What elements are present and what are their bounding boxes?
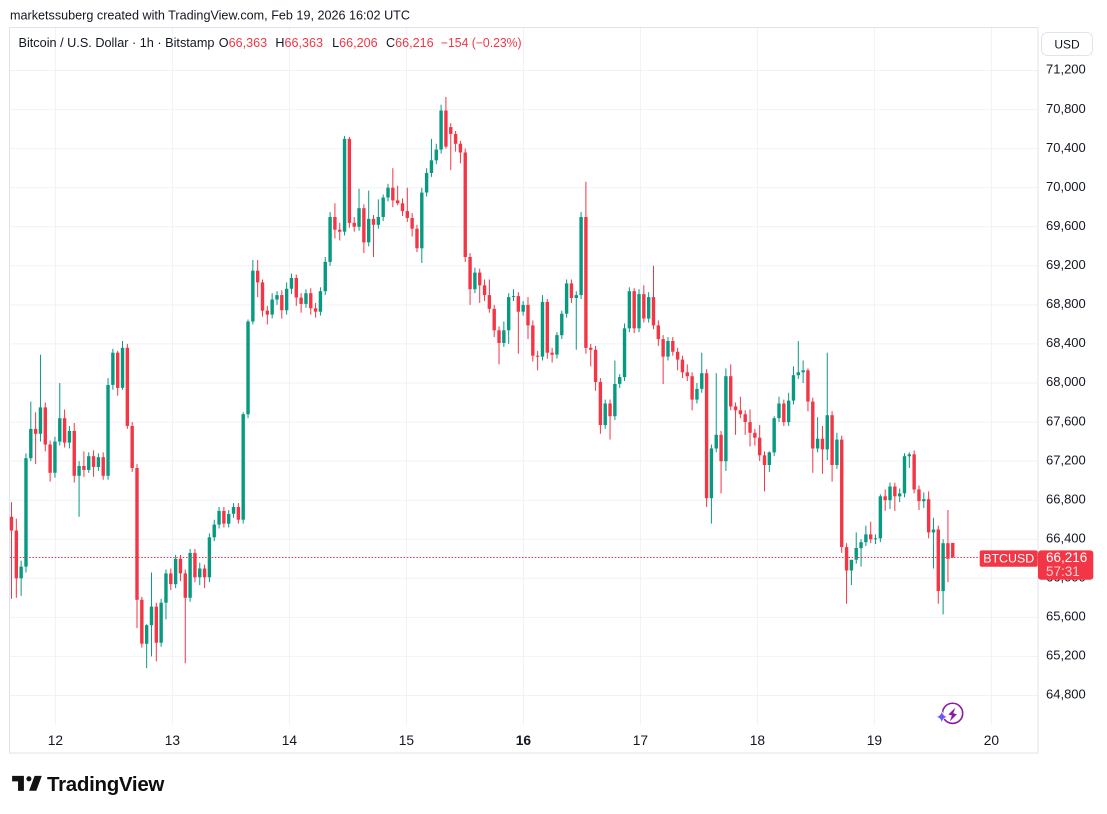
svg-text:65,600: 65,600 xyxy=(1046,609,1086,624)
svg-text:C66,216: C66,216 xyxy=(386,36,434,50)
svg-text:70,000: 70,000 xyxy=(1046,179,1086,194)
svg-text:L66,206: L66,206 xyxy=(332,36,378,50)
svg-text:13: 13 xyxy=(165,733,181,748)
svg-text:66,800: 66,800 xyxy=(1046,491,1086,506)
svg-text:12: 12 xyxy=(48,733,63,748)
svg-text:20: 20 xyxy=(984,733,1000,748)
svg-text:67,600: 67,600 xyxy=(1046,413,1086,428)
svg-text:−154 (−0.23%): −154 (−0.23%) xyxy=(441,36,522,50)
svg-text:68,000: 68,000 xyxy=(1046,374,1086,389)
svg-text:14: 14 xyxy=(282,733,298,748)
svg-text:64,800: 64,800 xyxy=(1046,687,1086,702)
svg-text:70,400: 70,400 xyxy=(1046,140,1086,155)
svg-text:69,600: 69,600 xyxy=(1046,218,1086,233)
svg-text:19: 19 xyxy=(867,733,883,748)
svg-text:17: 17 xyxy=(633,733,648,748)
svg-text:71,200: 71,200 xyxy=(1046,62,1086,77)
svg-text:66,400: 66,400 xyxy=(1046,531,1086,546)
svg-text:BTCUSD: BTCUSD xyxy=(983,552,1034,566)
svg-text:70,800: 70,800 xyxy=(1046,101,1086,116)
svg-text:57:31: 57:31 xyxy=(1046,564,1080,579)
svg-text:H66,363: H66,363 xyxy=(275,36,323,50)
svg-text:16: 16 xyxy=(516,733,532,748)
svg-text:68,800: 68,800 xyxy=(1046,296,1086,311)
svg-text:TradingView: TradingView xyxy=(47,773,164,796)
svg-text:66,216: 66,216 xyxy=(1046,550,1087,565)
svg-text:O66,363: O66,363 xyxy=(219,36,267,50)
svg-text:18: 18 xyxy=(750,733,766,748)
svg-text:67,200: 67,200 xyxy=(1046,452,1086,467)
svg-text:Bitcoin / U.S. Dollar · 1h · B: Bitcoin / U.S. Dollar · 1h · Bitstamp xyxy=(19,36,215,50)
svg-text:USD: USD xyxy=(1054,37,1080,51)
svg-text:68,400: 68,400 xyxy=(1046,335,1086,350)
svg-text:15: 15 xyxy=(399,733,415,748)
svg-text:65,200: 65,200 xyxy=(1046,648,1086,663)
svg-text:marketssuberg created with Tra: marketssuberg created with TradingView.c… xyxy=(10,8,410,23)
svg-text:69,200: 69,200 xyxy=(1046,257,1086,272)
